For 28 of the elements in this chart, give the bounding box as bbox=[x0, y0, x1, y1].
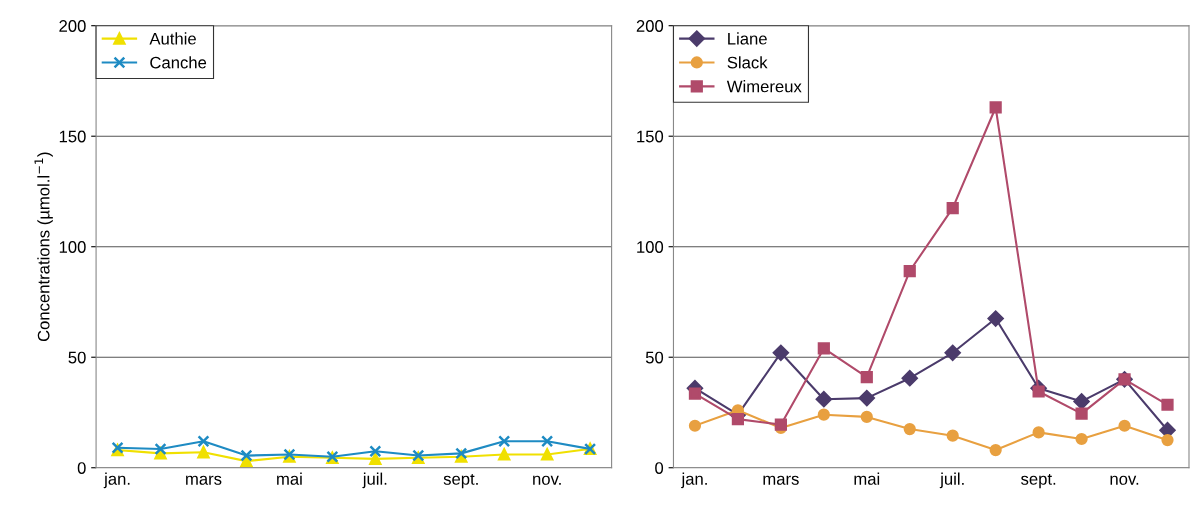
y-tick-label: 0 bbox=[77, 462, 86, 474]
y-tick-label: 200 bbox=[636, 20, 664, 32]
x-tick-label: nov. bbox=[533, 475, 561, 485]
legend-label: Slack bbox=[727, 56, 768, 69]
y-tick-label: 100 bbox=[59, 241, 86, 253]
x-tick-label: sept. bbox=[443, 473, 478, 489]
x-tick-label: juil. bbox=[362, 472, 387, 489]
x-tick-label: juil. bbox=[939, 472, 964, 489]
legend-label: Canche bbox=[150, 56, 207, 69]
x-tick-label: jan. bbox=[681, 472, 707, 489]
x-tick-label: mars bbox=[186, 475, 222, 485]
legend-label: Liane bbox=[728, 32, 767, 45]
legend-label: Authie bbox=[149, 32, 196, 45]
y-tick-label: 100 bbox=[637, 241, 664, 253]
y-tick-label: 50 bbox=[645, 351, 664, 364]
x-tick-label: nov. bbox=[1110, 475, 1139, 485]
y-axis-title: Concentrations (µmol.l$^{−1}$) bbox=[34, 152, 53, 342]
x-tick-label: mai bbox=[854, 472, 880, 485]
legend-label: Wimereux bbox=[726, 80, 802, 93]
y-tick-label: 0 bbox=[655, 462, 664, 474]
x-tick-label: mai bbox=[277, 472, 302, 485]
x-tick-label: mars bbox=[763, 475, 799, 485]
y-tick-label: 150 bbox=[59, 130, 86, 143]
x-tick-label: jan. bbox=[103, 472, 130, 489]
x-tick-label: sept. bbox=[1021, 473, 1056, 489]
y-tick-label: 200 bbox=[59, 20, 86, 32]
y-tick-label: 150 bbox=[637, 130, 664, 143]
y-tick-label: 50 bbox=[68, 351, 86, 364]
